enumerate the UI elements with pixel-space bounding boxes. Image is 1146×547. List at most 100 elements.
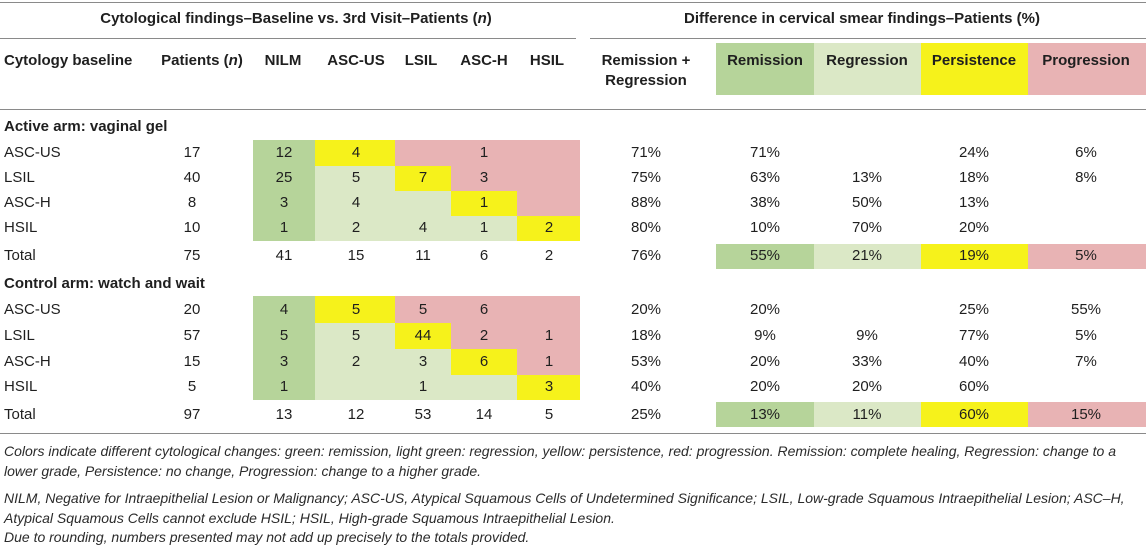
cell-hsil: 2: [544, 219, 554, 236]
cell-regression: 21%: [851, 247, 883, 264]
cell-remission: 20%: [749, 301, 781, 318]
col-header-hsil: HSIL: [529, 52, 565, 69]
cell-remreg: 80%: [630, 219, 662, 236]
cell-progression: 5%: [1075, 327, 1097, 344]
left-title: Cytological findings–Baseline vs. 3rd Vi…: [100, 10, 492, 27]
cell-persistence: 20%: [958, 219, 990, 236]
col-header-lsil: LSIL: [404, 52, 438, 69]
row-label: HSIL: [4, 219, 38, 236]
cell-remission: 63%: [749, 169, 781, 186]
fill: [315, 166, 395, 191]
fill: [315, 349, 451, 375]
cell-asch: 3: [479, 169, 489, 186]
cell-remission: 55%: [749, 247, 781, 264]
fill: [315, 296, 395, 323]
cell-ascus: 5: [351, 301, 361, 318]
cell-hsil: 5: [544, 406, 554, 423]
header-rule: [0, 109, 1146, 110]
row-label: ASC-US: [4, 301, 61, 318]
cell-persistence: 60%: [958, 406, 990, 423]
cell-lsil: 5: [418, 301, 428, 318]
fill: [451, 349, 517, 375]
cell-lsil: 53: [414, 406, 432, 423]
cell-lsil: 44: [414, 327, 432, 344]
section-title-control: Control arm: watch and wait: [4, 275, 205, 292]
row-label: ASC-US: [4, 144, 61, 161]
cell-regression: 11%: [852, 406, 882, 423]
cell-regression: 70%: [851, 219, 883, 236]
fill: [253, 191, 315, 216]
fill: [315, 140, 395, 166]
cell-lsil: 3: [418, 353, 428, 370]
col-header-regression: Regression: [826, 52, 908, 69]
fill: [253, 323, 315, 349]
right-title: Difference in cervical smear findings–Pa…: [684, 10, 1040, 27]
cell-nilm: 3: [279, 194, 289, 211]
cell-ascus: 4: [351, 144, 361, 161]
fill: [1028, 244, 1146, 269]
cell-remission: 20%: [749, 378, 781, 395]
fill: [1028, 402, 1146, 427]
cell-asch: 1: [479, 219, 489, 236]
bottom-rule: [0, 433, 1146, 434]
cell-ascus: 2: [351, 353, 361, 370]
cell-remission: 10%: [749, 219, 781, 236]
fill: [716, 402, 814, 427]
cell-hsil: 3: [544, 378, 554, 395]
cell-regression: 50%: [851, 194, 883, 211]
cell-nilm: 12: [275, 144, 293, 161]
cell-asch: 6: [479, 353, 489, 370]
cell-remreg: 20%: [630, 301, 662, 318]
cell-patients: 97: [183, 406, 201, 423]
cell-ascus: 2: [351, 219, 361, 236]
cell-lsil: 1: [418, 378, 428, 395]
cell-persistence: 25%: [958, 301, 990, 318]
cell-regression: 9%: [856, 327, 878, 344]
col-header-ascus: ASC-US: [327, 52, 385, 69]
footnote-rounding: Due to rounding, numbers presented may n…: [4, 529, 530, 545]
row-label: LSIL: [4, 169, 35, 186]
cell-progression: 55%: [1070, 301, 1102, 318]
fill: [921, 244, 1028, 269]
fill: [517, 191, 580, 216]
cell-remreg: 40%: [630, 378, 662, 395]
left-title-rule: [0, 38, 576, 39]
cell-progression: 15%: [1070, 406, 1102, 423]
row-label: ASC-H: [4, 353, 51, 370]
cell-progression: 6%: [1075, 144, 1097, 161]
cell-patients: 15: [183, 353, 201, 370]
fill: [395, 296, 580, 323]
fill: [517, 216, 580, 241]
cell-hsil: 1: [544, 353, 554, 370]
cell-asch: 1: [479, 194, 489, 211]
col-header-remreg-line1: Remission +: [601, 52, 691, 69]
footnote-colors-2: lower grade, Persistence: no change, Pro…: [4, 463, 482, 479]
cell-persistence: 13%: [958, 194, 990, 211]
cell-persistence: 60%: [958, 378, 990, 395]
cell-lsil: 7: [418, 169, 428, 186]
fill: [716, 244, 814, 269]
fill: [253, 140, 315, 166]
cell-patients: 20: [183, 301, 201, 318]
cell-nilm: 5: [279, 327, 289, 344]
cell-remreg: 75%: [630, 169, 662, 186]
fill: [395, 140, 580, 166]
cell-ascus: 4: [351, 194, 361, 211]
cell-progression: 7%: [1075, 353, 1097, 370]
cell-regression: 20%: [851, 378, 883, 395]
cell-nilm: 13: [275, 406, 293, 423]
fill: [253, 296, 315, 323]
row-label: Total: [4, 406, 36, 423]
progression-header-fill: [1028, 43, 1146, 95]
cell-nilm: 1: [279, 219, 289, 236]
col-header-baseline: Cytology baseline: [4, 52, 133, 69]
cell-patients: 5: [187, 378, 197, 395]
cell-asch: 1: [479, 144, 489, 161]
fill: [315, 191, 451, 216]
cell-persistence: 77%: [958, 327, 990, 344]
cell-patients: 10: [183, 219, 201, 236]
fill: [315, 375, 517, 400]
col-header-remreg-line2: Regression: [605, 72, 687, 89]
cell-patients: 57: [183, 327, 201, 344]
fill: [814, 402, 921, 427]
